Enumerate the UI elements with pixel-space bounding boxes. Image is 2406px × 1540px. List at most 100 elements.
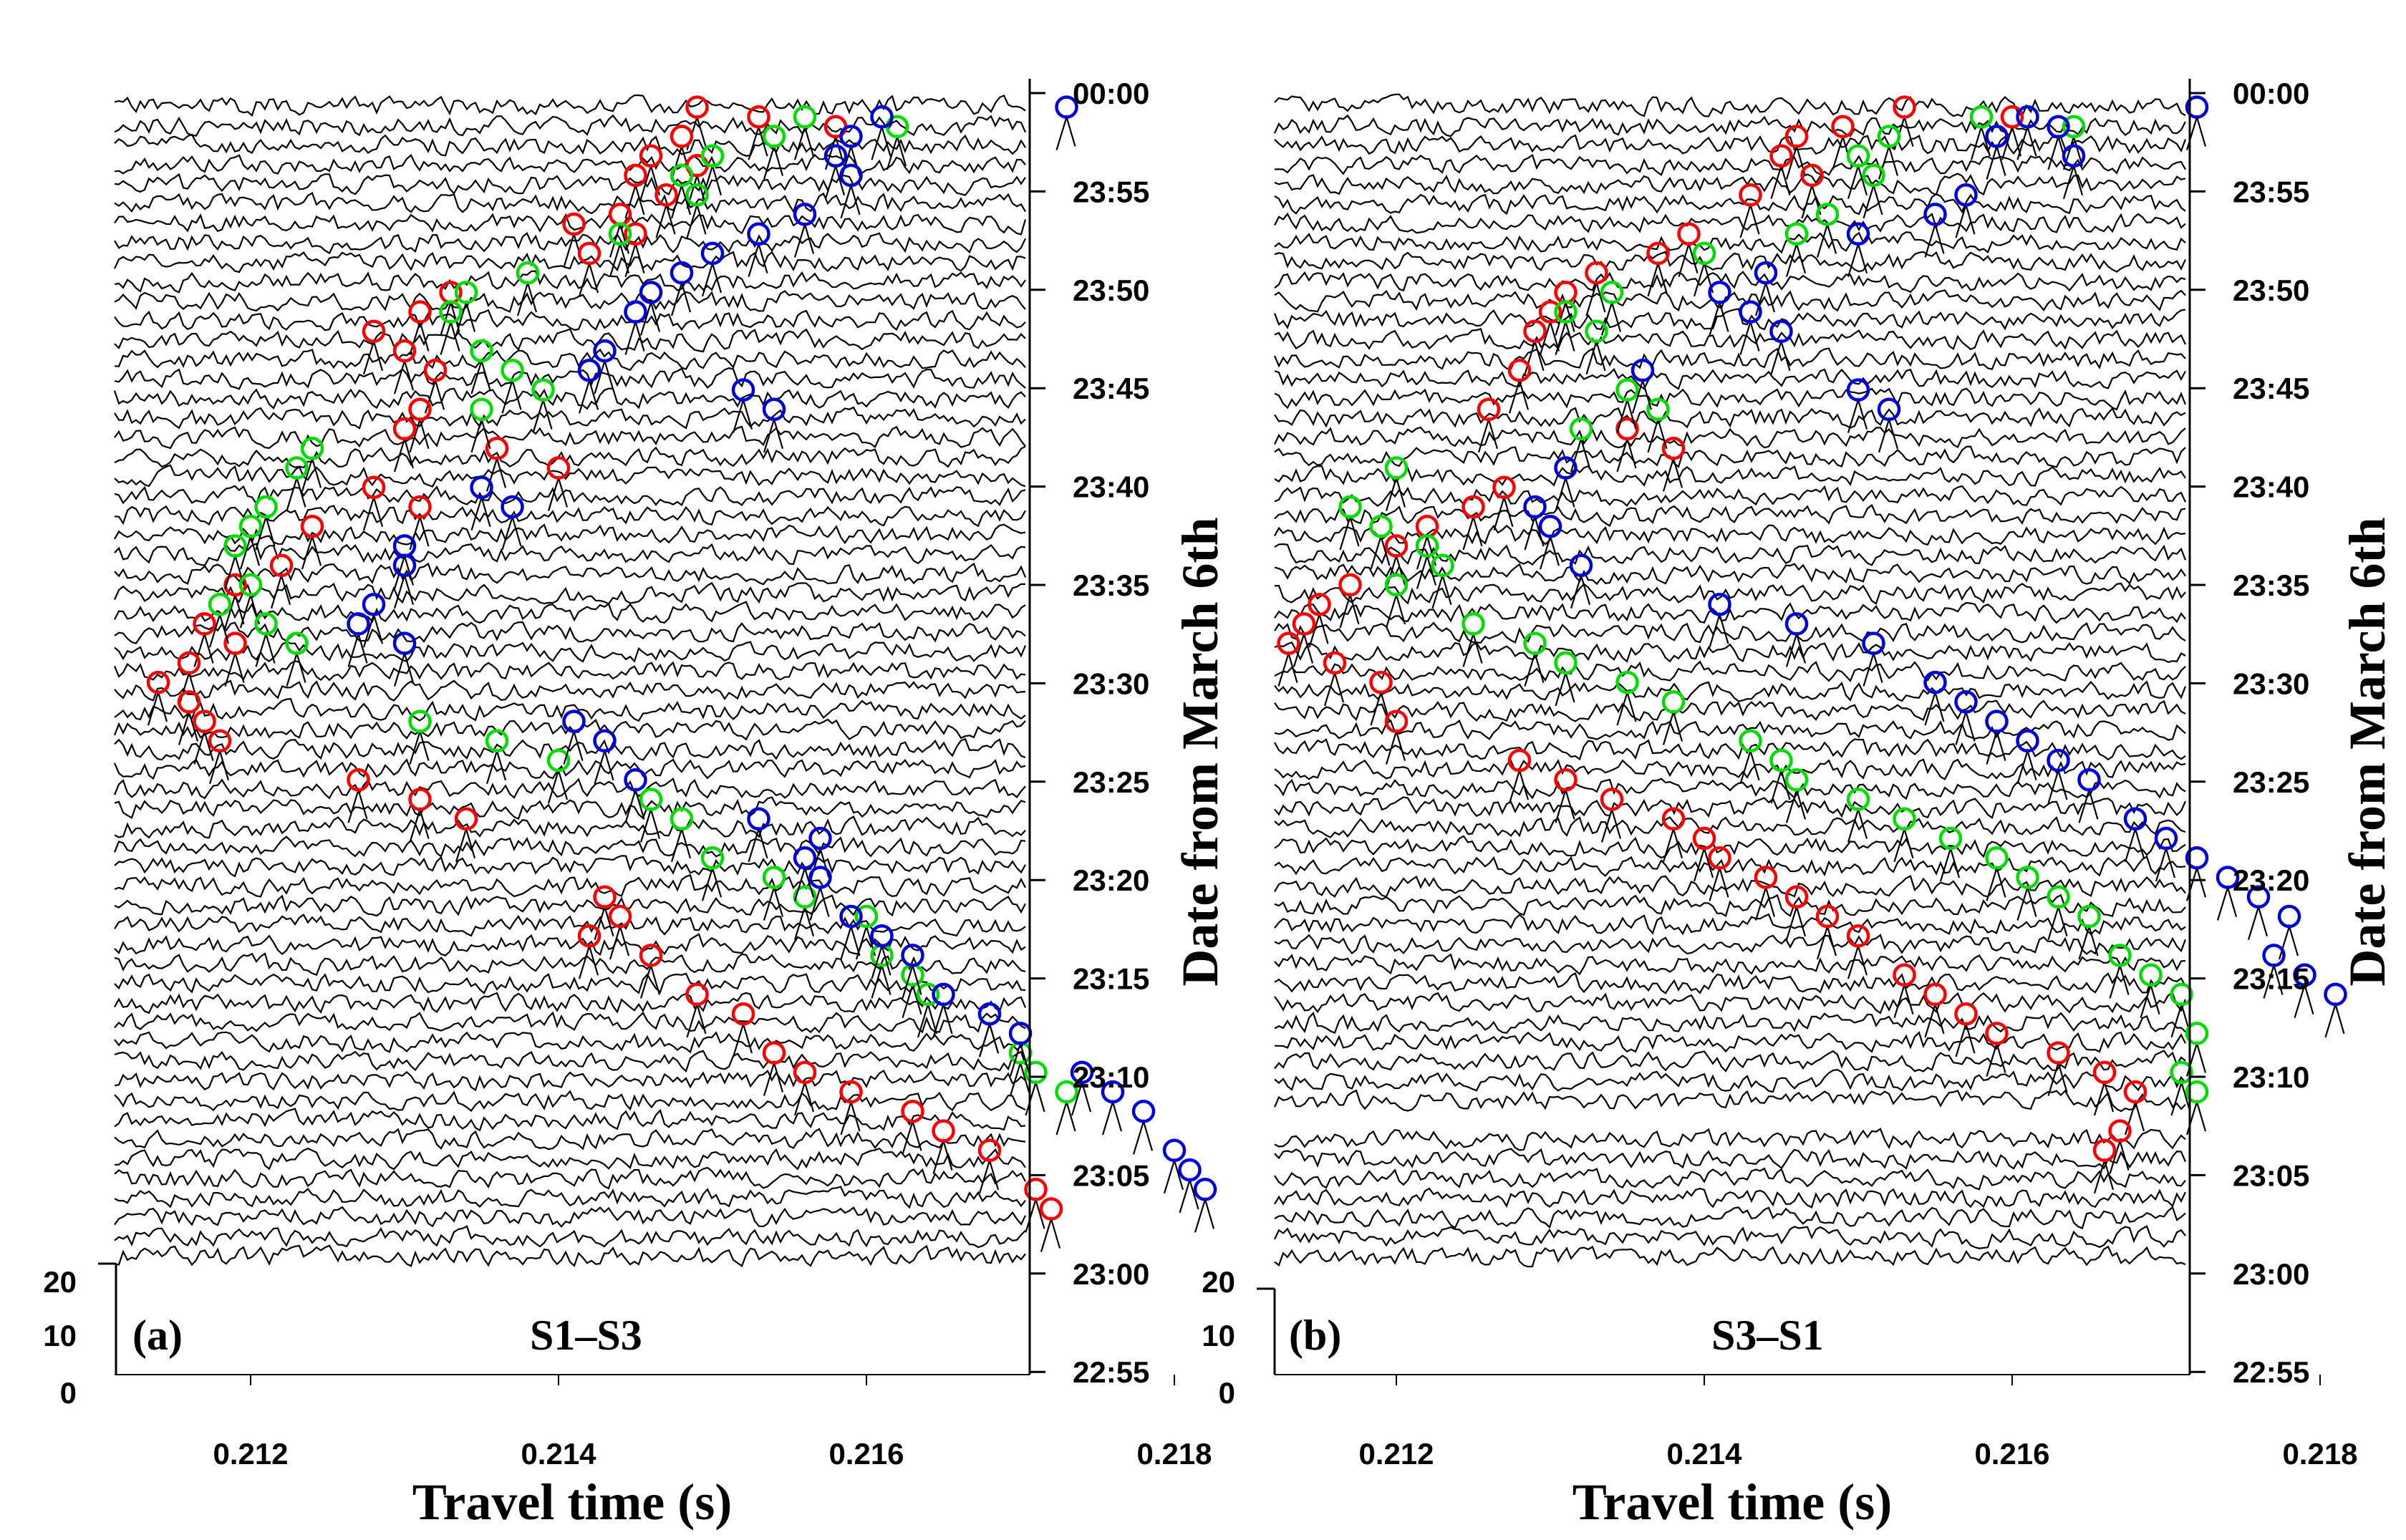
- waveform-trace: [1274, 992, 2187, 1014]
- pick-marker-green: [1338, 495, 1362, 519]
- waveform-trace: [1273, 308, 2186, 331]
- pick-marker-green: [1569, 417, 1593, 441]
- pick-marker-red: [1039, 1197, 1063, 1221]
- pick-peak: [347, 787, 368, 823]
- pick-marker-blue: [501, 495, 524, 519]
- waveform-trace: [1274, 621, 2186, 644]
- waveform-trace: [114, 543, 1026, 566]
- pick-marker-blue: [562, 710, 586, 733]
- pick-marker-blue: [1162, 1138, 1187, 1163]
- pick-peak: [1739, 747, 1760, 785]
- pick-marker-green: [254, 495, 278, 519]
- y-tick-label: 23:10: [1073, 1060, 1149, 1094]
- pick-marker-green: [1384, 456, 1409, 480]
- waveform-trace: [1274, 445, 2186, 468]
- y-tick-label: 23:45: [2233, 372, 2309, 405]
- pick-peak: [1055, 1099, 1076, 1135]
- waveform-trace: [114, 914, 1026, 937]
- pick-marker-red: [685, 982, 709, 1007]
- pick-marker-green: [700, 846, 725, 870]
- pick-marker-green: [300, 437, 324, 460]
- y-tick-label: 23:45: [1073, 372, 1149, 405]
- pick-peak: [1025, 1080, 1045, 1116]
- waveform-trace: [1274, 563, 2186, 586]
- waveform-trace: [114, 1147, 1026, 1171]
- pick-peak: [1785, 787, 1807, 823]
- pick-marker-blue: [1954, 183, 1978, 207]
- pick-marker-blue: [1954, 690, 1978, 714]
- y-tick-label: 23:50: [1073, 273, 1149, 307]
- y-tick-label: 23:30: [2233, 667, 2309, 700]
- y-tick-label: 23:00: [1073, 1257, 1149, 1291]
- pick-marker-blue: [2293, 963, 2316, 987]
- pick-marker-green: [439, 300, 463, 324]
- pick-peak: [639, 962, 661, 999]
- waveform-trace: [1274, 875, 2186, 898]
- pick-peak: [270, 572, 291, 609]
- waveform-trace: [114, 562, 1027, 586]
- pick-marker-red: [408, 300, 432, 324]
- pick-marker-blue: [747, 807, 770, 831]
- pick-marker-red: [1846, 924, 1870, 948]
- pick-marker-red: [1739, 183, 1762, 207]
- waveform-trace: [114, 894, 1026, 917]
- pick-peak: [193, 631, 214, 667]
- pick-peak: [1385, 728, 1406, 765]
- waveform-trace: [1274, 855, 2186, 877]
- pick-marker-green: [1554, 651, 1578, 675]
- pick-peak: [1924, 221, 1945, 258]
- pick-marker-green: [1739, 729, 1762, 753]
- y-tick-label: 23:55: [2233, 175, 2309, 208]
- x-tick-label: 0.218: [2282, 1437, 2357, 1471]
- x-tick-label: 0.212: [213, 1437, 288, 1471]
- amplitude-tick-label: 20: [43, 1265, 77, 1299]
- pick-marker-red: [624, 163, 647, 188]
- pick-marker-blue: [1538, 514, 1562, 538]
- waveform-trace: [1274, 934, 2187, 955]
- waveform-trace: [114, 855, 1026, 878]
- waveform-trace: [114, 1050, 1027, 1073]
- waveform-trace: [1274, 1148, 2187, 1170]
- pick-peak: [2324, 1002, 2345, 1038]
- pick-marker-green: [1585, 319, 1608, 344]
- y-tick-label: 23:35: [1073, 568, 1149, 602]
- x-tick-label: 0.212: [1358, 1437, 1434, 1471]
- waveform-trace: [114, 464, 1026, 488]
- pick-marker-red: [1708, 846, 1731, 870]
- waveform-trace: [114, 213, 1027, 236]
- pick-marker-red: [1507, 359, 1532, 382]
- pick-marker-blue: [2216, 866, 2240, 889]
- pick-marker-red: [2047, 1041, 2070, 1065]
- y-tick-label: 00:00: [1073, 77, 1149, 110]
- pick-marker-red: [1523, 319, 1547, 344]
- waveform-trace: [1274, 93, 2186, 117]
- pick-marker-red: [1462, 495, 1485, 519]
- waveform-trace: [113, 387, 1026, 410]
- pick-marker-blue: [932, 982, 955, 1007]
- waveform-trace: [1274, 1245, 2186, 1268]
- pick-marker-blue: [870, 105, 894, 129]
- pick-marker-blue: [793, 203, 817, 226]
- waveform-trace: [1274, 134, 2187, 155]
- pick-marker-red: [1646, 241, 1670, 266]
- pick-marker-red: [1308, 592, 1331, 616]
- pick-marker-blue: [1178, 1158, 1202, 1182]
- pick-marker-green: [454, 281, 478, 304]
- pick-peak: [1816, 924, 1837, 960]
- pick-marker-green: [238, 514, 263, 538]
- pick-marker-green: [485, 729, 509, 753]
- pick-marker-green: [238, 573, 263, 597]
- waveform-trace: [1274, 251, 2187, 273]
- pick-peak: [2278, 924, 2299, 960]
- pick-marker-blue: [1055, 95, 1078, 119]
- pick-peak: [1040, 1216, 1061, 1252]
- pick-peak: [485, 455, 507, 492]
- pick-marker-blue: [639, 281, 663, 304]
- waveform-trace: [1274, 972, 2186, 994]
- waveform-trace: [114, 485, 1026, 507]
- pick-marker-green: [1055, 1080, 1078, 1104]
- station-pair-label: S1–S3: [530, 1312, 642, 1359]
- pick-peak: [1893, 825, 1914, 863]
- pick-marker-blue: [2277, 904, 2301, 929]
- waveform-trace: [114, 873, 1026, 898]
